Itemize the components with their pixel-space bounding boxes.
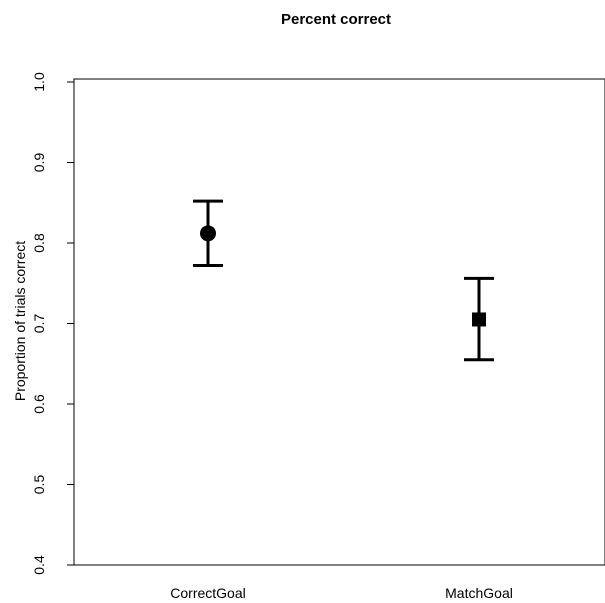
point-group-correctgoal xyxy=(193,199,223,268)
y-tick-label: 0.5 xyxy=(31,475,47,495)
x-axis-labels: CorrectGoal MatchGoal xyxy=(170,585,513,601)
x-category-label: CorrectGoal xyxy=(170,585,245,601)
y-tick-label: 0.7 xyxy=(31,314,47,334)
y-tick-label: 0.6 xyxy=(31,394,47,414)
y-axis: 0.4 0.5 0.6 0.7 0.8 0.9 1.0 xyxy=(31,72,74,575)
y-tick-label: 0.9 xyxy=(31,153,47,173)
chart-title: Percent correct xyxy=(281,11,391,28)
plot-frame xyxy=(73,78,605,566)
data-point-circle xyxy=(200,225,216,242)
x-category-label: MatchGoal xyxy=(445,585,513,601)
y-tick-label: 0.4 xyxy=(31,555,47,575)
data-points xyxy=(193,199,494,362)
y-tick-label: 0.8 xyxy=(31,233,47,253)
point-group-matchgoal xyxy=(464,276,494,362)
y-axis-label: Proportion of trials correct xyxy=(12,241,28,401)
data-point-square xyxy=(472,312,486,327)
y-tick-label: 1.0 xyxy=(31,72,47,92)
